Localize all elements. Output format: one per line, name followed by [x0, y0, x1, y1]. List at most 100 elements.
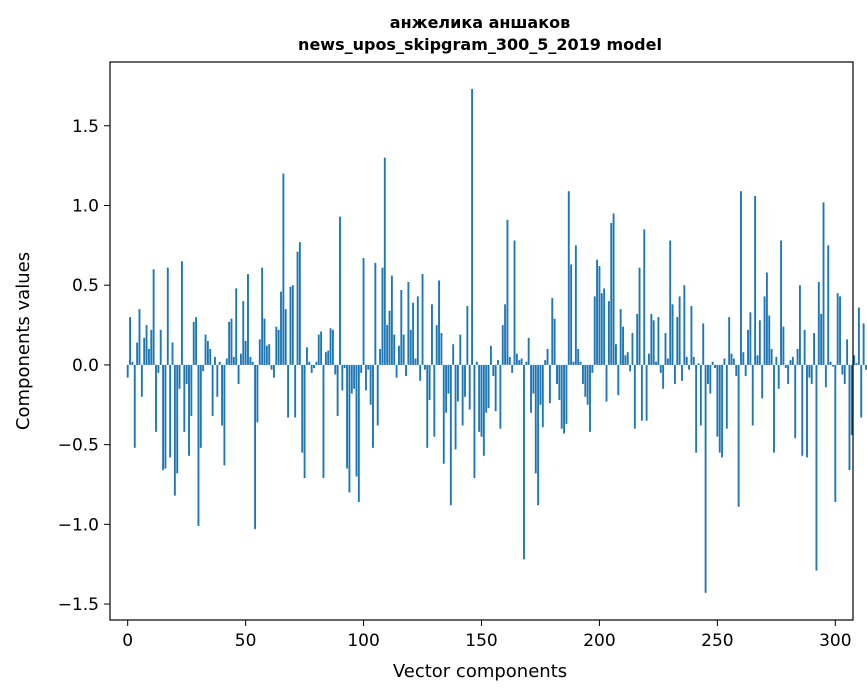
y-tick-label: 1.5 [72, 117, 99, 137]
y-tick-label: −1.0 [58, 515, 99, 535]
bar-component-83 [322, 364, 325, 479]
bar-component-312 [862, 323, 865, 365]
chart-subtitle: news_upos_skipgram_300_5_2019 model [298, 35, 662, 54]
bar-component-278 [782, 326, 785, 365]
bar-component-140 [456, 364, 459, 402]
bar-component-125 [421, 274, 424, 365]
bar-component-306 [848, 364, 851, 471]
bar-component-81 [317, 334, 320, 365]
bar-component-84 [324, 352, 327, 365]
bar-component-307 [850, 364, 853, 436]
bar-component-228 [664, 333, 667, 365]
bar-component-310 [857, 307, 860, 365]
bar-component-202 [603, 288, 606, 365]
bar-component-212 [626, 352, 629, 365]
bar-component-79 [313, 364, 315, 369]
bar-component-61 [270, 364, 273, 370]
bar-component-30 [197, 364, 200, 526]
bar-component-220 [645, 364, 648, 421]
bar-component-164 [513, 240, 516, 365]
bar-component-247 [709, 364, 712, 394]
bar-component-182 [556, 364, 558, 385]
bar-component-148 [475, 361, 478, 365]
bar-component-4 [136, 342, 139, 365]
bar-component-208 [617, 364, 620, 396]
bar-component-170 [527, 337, 530, 365]
bar-component-6 [140, 364, 143, 397]
bar-component-293 [817, 282, 820, 365]
bar-component-156 [494, 364, 497, 412]
bar-component-32 [202, 364, 205, 372]
bar-component-309 [855, 363, 858, 365]
bar-component-11 [152, 269, 155, 365]
bar-component-286 [801, 364, 804, 456]
bar-component-274 [773, 364, 775, 453]
bar-component-129 [431, 304, 433, 365]
bar-component-299 [832, 364, 834, 367]
bar-component-115 [398, 345, 400, 365]
bar-component-155 [492, 364, 495, 377]
bar-component-181 [553, 318, 556, 365]
bar-component-184 [560, 364, 563, 429]
bar-component-28 [192, 321, 195, 365]
bar-component-238 [688, 364, 691, 370]
bar-component-240 [692, 356, 695, 365]
bar-component-158 [499, 364, 502, 429]
bar-component-46 [235, 288, 238, 365]
bar-component-174 [537, 364, 540, 506]
bar-component-105 [374, 262, 377, 365]
bar-component-200 [598, 266, 601, 365]
bar-component-121 [412, 302, 415, 365]
bar-component-88 [334, 364, 337, 375]
bar-component-92 [343, 364, 346, 369]
bar-component-160 [504, 304, 507, 365]
bar-component-275 [775, 356, 778, 365]
y-tick-label: 1.0 [72, 196, 99, 216]
x-tick-label: 0 [122, 631, 133, 651]
bar-component-279 [784, 364, 787, 369]
bar-component-201 [600, 293, 603, 365]
y-tick-label: 0.5 [72, 276, 99, 296]
bar-component-179 [548, 364, 551, 404]
x-tick-label: 50 [235, 631, 257, 651]
bar-component-273 [770, 348, 773, 365]
bar-component-50 [244, 341, 247, 365]
bar-component-234 [678, 296, 681, 365]
bar-component-93 [346, 364, 348, 469]
bar-component-180 [551, 297, 554, 365]
bar-component-45 [232, 356, 235, 365]
bar-component-302 [839, 296, 841, 365]
bar-component-210 [622, 326, 624, 365]
bar-component-172 [532, 364, 535, 394]
bar-component-297 [827, 245, 830, 365]
bar-component-167 [520, 358, 523, 365]
bar-component-231 [671, 304, 674, 365]
y-axis-label: Components values [13, 252, 34, 430]
bar-component-199 [596, 259, 599, 365]
bar-component-54 [254, 364, 257, 530]
bar-component-187 [567, 191, 570, 365]
bar-component-67 [284, 309, 287, 365]
bar-component-168 [523, 364, 525, 560]
bar-component-75 [303, 364, 306, 479]
bar-component-269 [761, 364, 764, 399]
bar-component-144 [466, 305, 469, 365]
bar-component-101 [364, 364, 367, 391]
bar-component-60 [268, 344, 271, 365]
bar-component-65 [280, 291, 282, 365]
bar-component-250 [716, 364, 719, 437]
bar-component-138 [452, 344, 455, 365]
bar-component-64 [277, 329, 280, 365]
bar-component-288 [806, 364, 808, 458]
bar-component-134 [442, 364, 445, 464]
bar-component-51 [247, 274, 249, 365]
y-tick-label: −0.5 [58, 436, 99, 456]
bar-component-246 [706, 364, 709, 385]
bar-component-165 [515, 353, 518, 365]
bar-component-62 [272, 364, 275, 378]
bar-component-252 [721, 364, 724, 458]
bar-component-96 [353, 364, 356, 389]
bar-component-23 [181, 261, 183, 365]
x-axis-label: Vector components [393, 661, 567, 682]
bar-component-17 [166, 267, 169, 365]
